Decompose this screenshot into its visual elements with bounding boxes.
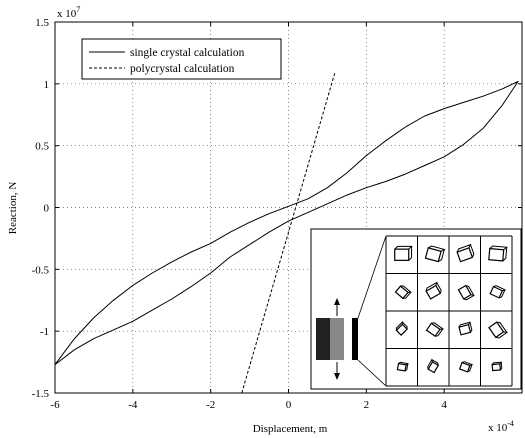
y-tick-label: -1: [40, 326, 49, 338]
x-axis-label: Displacement, m: [253, 423, 328, 435]
grain-glyph: [488, 245, 508, 262]
x-tick-label: 2: [364, 399, 370, 411]
grain-glyph: [396, 361, 410, 372]
legend-label-single-crystal: single crystal calculation: [130, 47, 245, 59]
zoom-line-bottom: [357, 359, 387, 387]
grain-glyph: [394, 245, 413, 261]
load-arrow-up-head: [334, 298, 340, 305]
legend-label-polycrystal: polycrystal calculation: [130, 63, 235, 75]
grain-glyph: [488, 321, 508, 339]
grain-grid: [385, 235, 513, 387]
grain-glyph: [457, 284, 475, 301]
specimen-gradient: [330, 318, 344, 360]
legend-box: [81, 38, 282, 80]
series-single-crystal-line: [54, 80, 519, 365]
grain-glyph: [427, 358, 440, 374]
y-tick-label: 0.5: [35, 141, 49, 153]
zoom-line-top: [357, 235, 387, 319]
y-tick-label: -1.5: [32, 388, 50, 400]
x-tick-label: 4: [441, 399, 447, 411]
y-multiplier: x 107: [57, 5, 80, 20]
series-group: [54, 71, 519, 394]
y-tick-label: 1.5: [35, 17, 49, 29]
inset-box: [310, 228, 522, 390]
load-arrow-down-head: [334, 373, 340, 380]
y-tick-label: -0.5: [32, 264, 50, 276]
x-tick-label: -2: [206, 399, 215, 411]
y-tick-label: 0: [44, 203, 50, 215]
grain-glyph: [394, 285, 413, 300]
grain-glyph: [424, 245, 446, 263]
grain-glyph: [491, 361, 503, 372]
x-tick-label: 0: [286, 399, 292, 411]
material-point: [352, 318, 358, 360]
y-tick-label: 1: [44, 79, 50, 91]
grain-glyph: [489, 285, 507, 299]
x-tick-label: -6: [50, 399, 60, 411]
grain-glyph: [395, 320, 408, 336]
grain-glyph: [425, 281, 442, 300]
grain-glyph: [458, 361, 474, 373]
x-tick-label: -4: [128, 399, 138, 411]
x-multiplier: x 10-4: [488, 419, 514, 434]
grain-glyph: [456, 243, 475, 263]
series-polycrystal-line: [241, 71, 336, 394]
legend: single crystal calculation polycrystal c…: [81, 38, 282, 80]
grain-glyph: [458, 321, 473, 336]
inset-microstructure: [310, 228, 522, 390]
grain-glyph: [425, 322, 445, 338]
y-axis-label: Reaction, N: [7, 182, 19, 235]
